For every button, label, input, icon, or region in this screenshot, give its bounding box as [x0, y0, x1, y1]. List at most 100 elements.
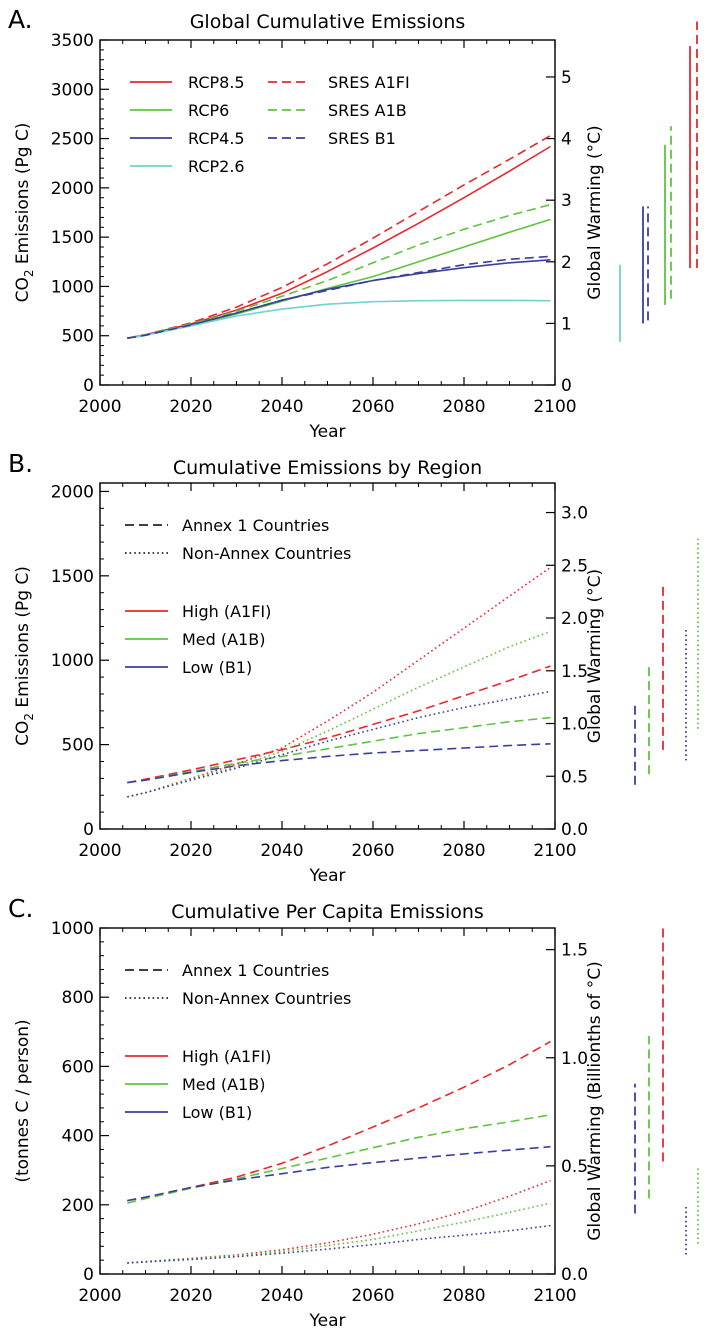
y2-tick-label: 1.5 [561, 941, 588, 961]
legend-label: SRES A1B [328, 101, 407, 120]
y2-tick-label: 1 [561, 314, 572, 334]
legend-label: Annex 1 Countries [182, 516, 329, 535]
y-tick-label: 1000 [51, 651, 94, 671]
legend-label: High (A1FI) [182, 602, 271, 621]
series-line-4 [127, 630, 551, 798]
y2-tick-label: 1.0 [561, 1049, 588, 1069]
y2-tick-label: 3 [561, 191, 572, 211]
series-line-0 [127, 665, 551, 784]
y-tick-label: 400 [62, 1127, 94, 1147]
y-axis-label-part: CO [13, 277, 33, 302]
y2-tick-label: 5 [561, 68, 572, 88]
series-line-3 [127, 299, 551, 339]
y-tick-label: 800 [62, 988, 94, 1008]
x-tick-label: 2100 [533, 841, 576, 861]
legend-label: RCP4.5 [188, 129, 245, 148]
x-tick-label: 2000 [78, 1286, 121, 1306]
x-tick-label: 2100 [533, 1286, 576, 1306]
y-tick-label: 600 [62, 1057, 94, 1077]
legend-label: RCP8.5 [188, 73, 245, 92]
legend-label: Med (A1B) [182, 1075, 265, 1094]
legend-label: Non-Annex Countries [182, 544, 351, 563]
y2-tick-label: 2.5 [561, 556, 588, 576]
legend-label: SRES A1FI [328, 73, 410, 92]
y-tick-label: 0 [83, 820, 94, 840]
y2-tick-label: 0.5 [561, 767, 588, 787]
y2-axis-label: Global Warming (°C) [585, 125, 605, 299]
x-axis-label: Year [309, 1311, 346, 1331]
y-axis-label-part: Emissions (Pg C) [13, 123, 33, 270]
y2-tick-label: 3.0 [561, 504, 588, 524]
y-tick-label: 1000 [51, 919, 94, 939]
series-line-6 [127, 255, 551, 339]
y-axis-label-part: CO [13, 721, 33, 746]
x-axis-label: Year [309, 422, 346, 442]
y2-axis-label: Global Warming (Billionths of °C) [585, 961, 605, 1241]
y-axis-label: (tonnes C / person) [13, 1019, 33, 1182]
series-line-2 [127, 743, 551, 784]
legend-label: Low (B1) [182, 1103, 252, 1122]
x-tick-label: 2080 [442, 1286, 485, 1306]
y2-axis-label: Global Warming (°C) [585, 569, 605, 743]
chart-title: Cumulative Emissions by Region [173, 457, 482, 479]
series-line-1 [127, 218, 551, 339]
y-tick-label: 2000 [51, 179, 94, 199]
x-tick-label: 2060 [351, 397, 394, 417]
legend-label: RCP6 [188, 101, 229, 120]
y2-tick-label: 0.5 [561, 1157, 588, 1177]
panel-letter: B. [8, 449, 33, 478]
x-tick-label: 2040 [260, 841, 303, 861]
x-tick-label: 2040 [260, 397, 303, 417]
series-line-5 [127, 690, 551, 798]
x-tick-label: 2060 [351, 1286, 394, 1306]
x-tick-label: 2020 [169, 397, 212, 417]
legend-label: SRES B1 [328, 129, 396, 148]
y-axis-label-subscript: 2 [22, 713, 36, 721]
y2-tick-label: 2.0 [561, 609, 588, 629]
legend-label: High (A1FI) [182, 1047, 271, 1066]
y2-tick-label: 1.0 [561, 715, 588, 735]
series-line-2 [127, 1145, 551, 1202]
x-axis-label: Year [309, 866, 346, 886]
panel-letter: A. [8, 5, 33, 34]
series-line-3 [127, 1179, 551, 1264]
panel-letter: C. [8, 894, 33, 923]
x-tick-label: 2040 [260, 1286, 303, 1306]
y-tick-label: 1500 [51, 228, 94, 248]
x-tick-label: 2000 [78, 841, 121, 861]
legend-label: Low (B1) [182, 658, 252, 677]
x-tick-label: 2080 [442, 841, 485, 861]
legend-label: Non-Annex Countries [182, 989, 351, 1008]
y-axis-label-subscript: 2 [22, 269, 36, 277]
legend-label: Med (A1B) [182, 630, 265, 649]
chart-title: Cumulative Per Capita Emissions [171, 901, 484, 923]
x-tick-label: 2060 [351, 841, 394, 861]
series-line-1 [127, 1114, 551, 1204]
y-axis-label-part: Emissions (Pg C) [13, 566, 33, 713]
y-tick-label: 3000 [51, 80, 94, 100]
x-tick-label: 2020 [169, 1286, 212, 1306]
y-axis-label: CO2 Emissions (Pg C) [13, 123, 36, 303]
x-tick-label: 2100 [533, 397, 576, 417]
series-line-5 [127, 203, 551, 339]
y2-tick-label: 0.0 [561, 820, 588, 840]
y-tick-label: 1500 [51, 567, 94, 587]
y2-tick-label: 4 [561, 130, 572, 150]
y-tick-label: 2000 [51, 482, 94, 502]
y-tick-label: 0 [83, 1265, 94, 1285]
y2-tick-label: 1.5 [561, 662, 588, 682]
x-tick-label: 2020 [169, 841, 212, 861]
y-tick-label: 0 [83, 376, 94, 396]
y-tick-label: 2500 [51, 130, 94, 150]
y-tick-label: 200 [62, 1196, 94, 1216]
y-tick-label: 500 [62, 327, 94, 347]
y2-tick-label: 2 [561, 253, 572, 273]
y-tick-label: 500 [62, 736, 94, 756]
y2-tick-label: 0.0 [561, 1265, 588, 1285]
legend-label: RCP2.6 [188, 157, 245, 176]
x-tick-label: 2000 [78, 397, 121, 417]
